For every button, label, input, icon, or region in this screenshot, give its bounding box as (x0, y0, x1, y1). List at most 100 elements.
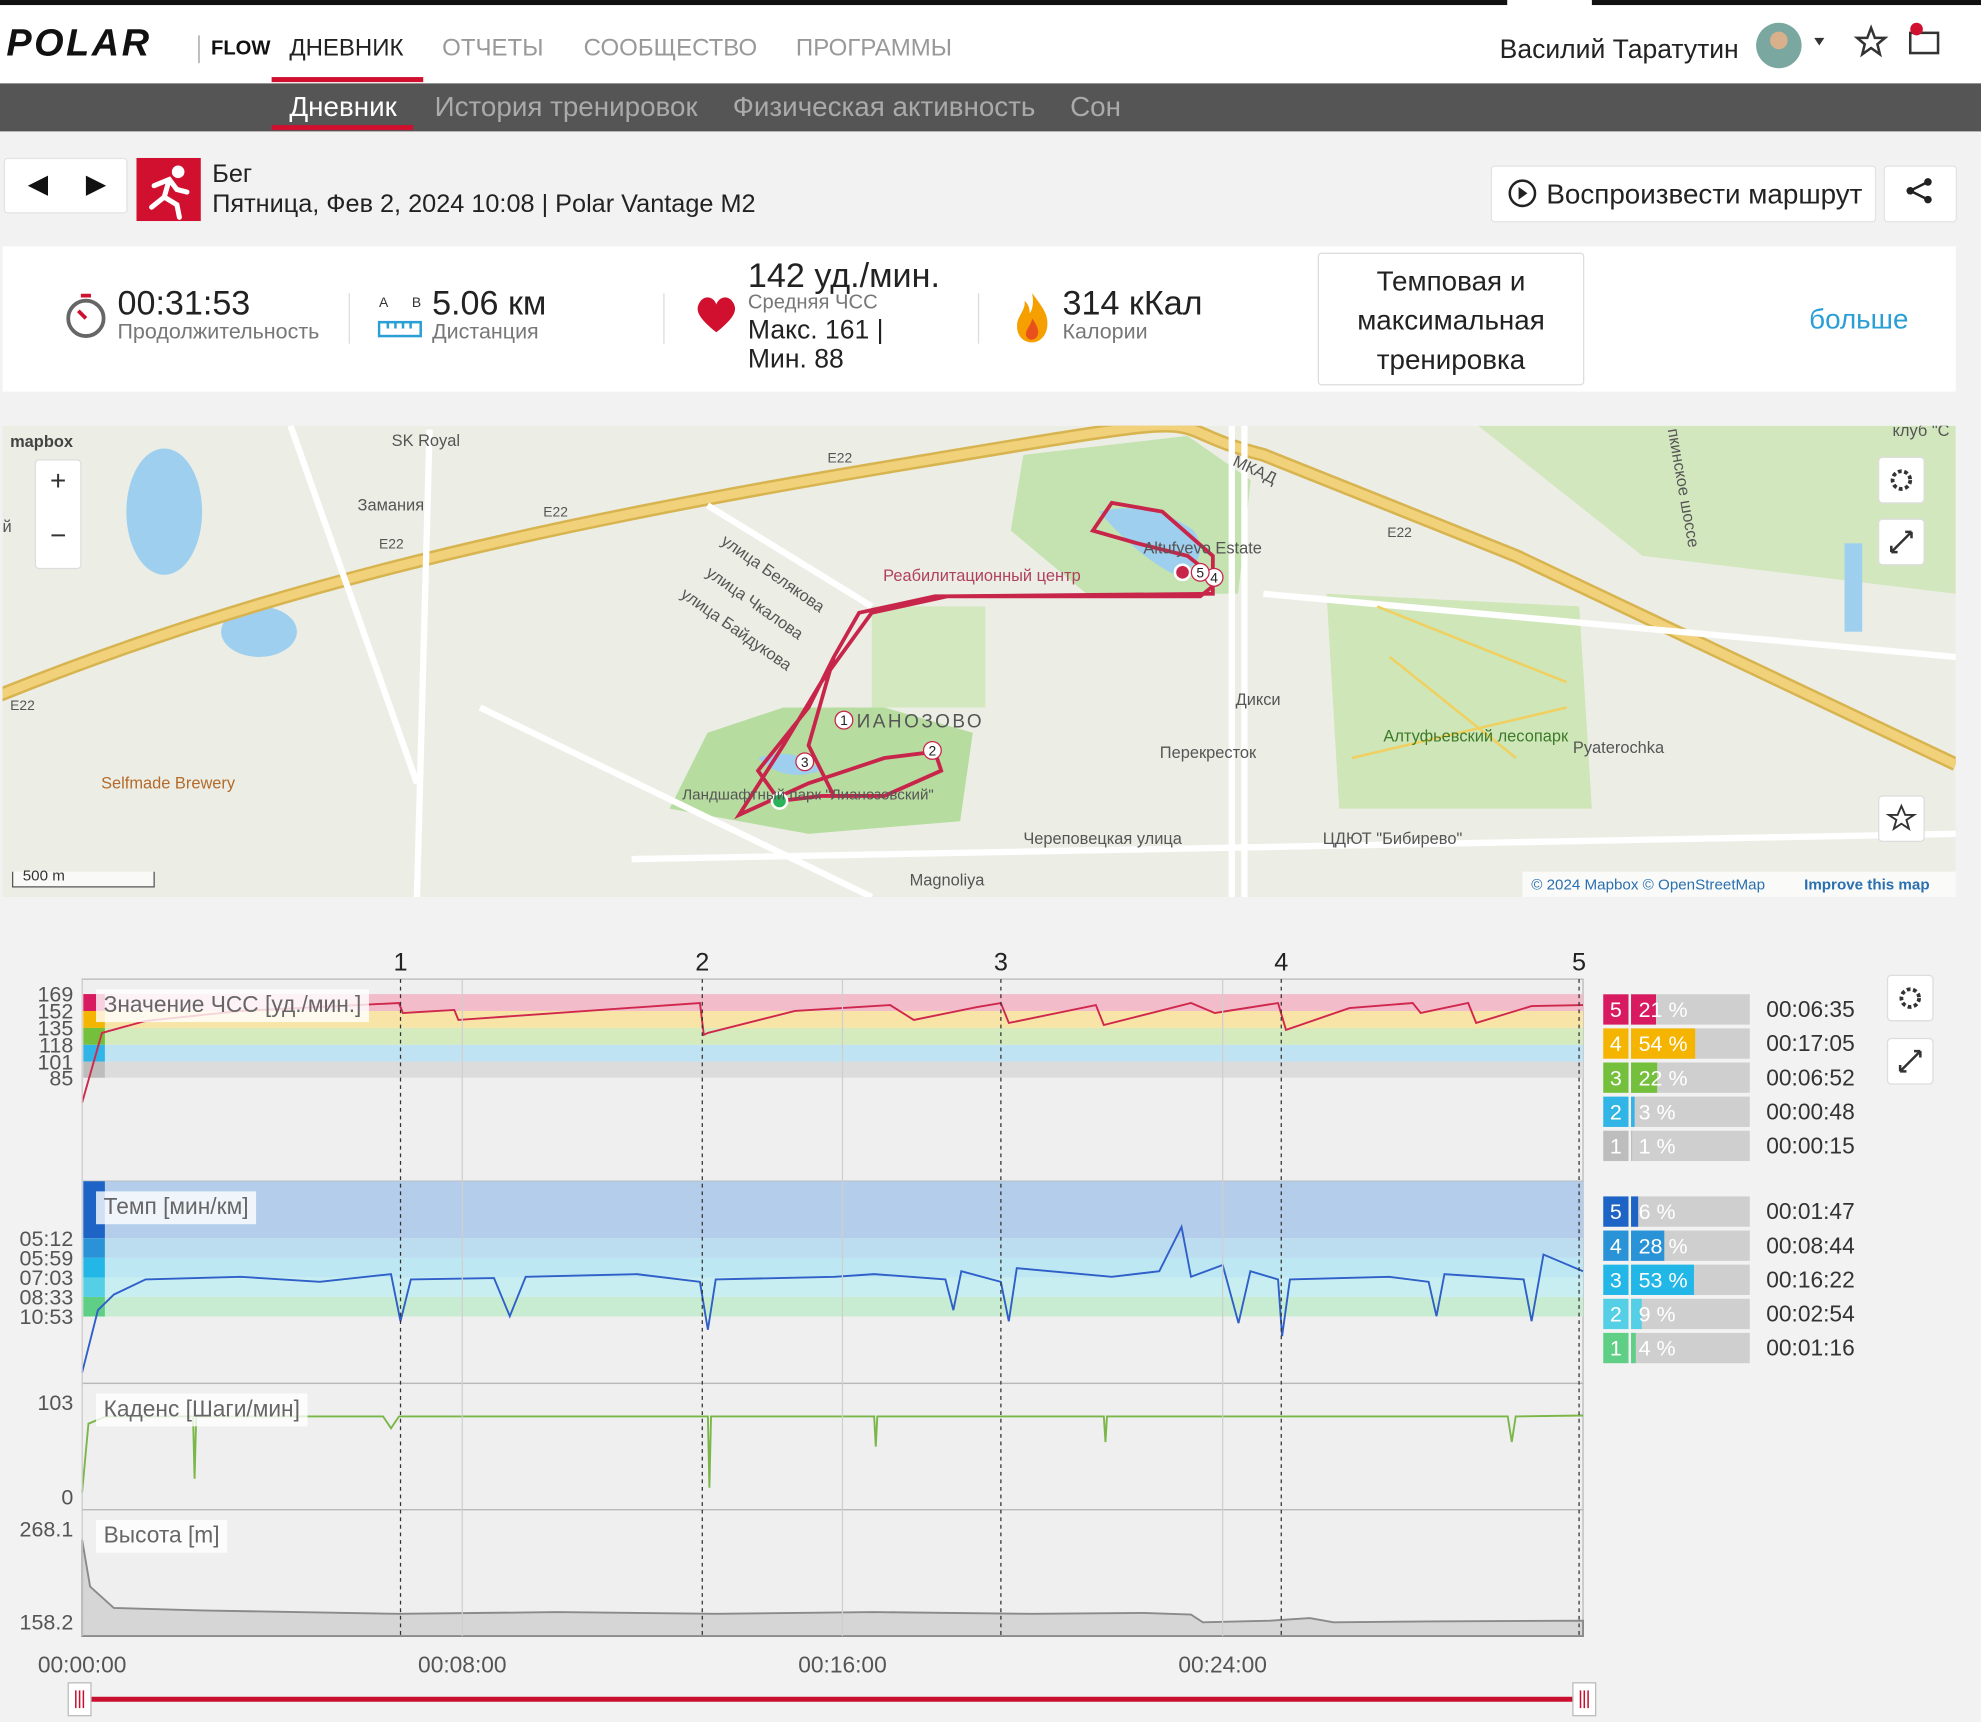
zone-percent: 6 % (1639, 1200, 1676, 1224)
next[interactable] (85, 175, 107, 196)
zone-bar-bg (1631, 1130, 1750, 1162)
separator (348, 293, 350, 344)
top-bar (0, 0, 1981, 84)
roads (287, 425, 1956, 898)
zoom-in[interactable]: + (50, 465, 66, 496)
avatar-face (1770, 31, 1788, 50)
zone-number: 2 (1610, 1303, 1622, 1327)
park (871, 606, 986, 708)
more-link[interactable]: больше (1809, 303, 1909, 335)
zoom-out[interactable]: − (50, 520, 66, 551)
y-tick-label: 118 (39, 1033, 73, 1057)
improve-map[interactable]: Improve this map (1804, 876, 1930, 893)
map-label: Перекресток (1160, 744, 1257, 762)
zone-number: 3 (1610, 1268, 1622, 1292)
map-label: Дикси (1236, 691, 1281, 709)
line (81, 1414, 1584, 1493)
separator (663, 293, 665, 344)
lap-marker (834, 710, 854, 730)
zone-time: 00:00:15 (1766, 1132, 1855, 1158)
share-button[interactable] (1883, 165, 1957, 223)
sub-nav-item[interactable]: Сон (1070, 90, 1121, 123)
zone-band (82, 1257, 1584, 1278)
zone-percent: 28 % (1639, 1234, 1688, 1258)
nav-item[interactable]: ПРОГРАММЫ (795, 35, 953, 62)
lap-marker (922, 740, 942, 760)
zone-percent: 4 % (1639, 1337, 1676, 1361)
logo[interactable]: POLAR (6, 22, 152, 65)
map-label: ИАНОЗОВО (857, 712, 985, 733)
zone-number: 5 (1610, 1200, 1622, 1224)
zone-key (83, 1061, 105, 1078)
zone-bar-bg (1631, 1332, 1750, 1364)
panel-title: Высота [m] (104, 1522, 220, 1548)
zone-number: 4 (1610, 1032, 1622, 1056)
zone-band (82, 994, 1584, 1011)
map-settings[interactable] (1878, 456, 1925, 504)
zone-number-bg (1603, 1298, 1629, 1330)
dropdown[interactable] (1814, 37, 1825, 46)
zone-band (82, 1181, 1584, 1239)
zone-key (83, 1044, 105, 1062)
zone-band (82, 1044, 1584, 1062)
notification-dot (1910, 22, 1923, 36)
zone-time: 00:16:22 (1766, 1266, 1855, 1292)
panel-title-bg (96, 989, 369, 1023)
attribution[interactable]: © 2024 Mapbox © OpenStreetMap (1531, 876, 1765, 893)
handle-grip (1579, 1690, 1589, 1709)
messages[interactable] (1908, 31, 1940, 55)
lap-marker-label: 5 (1196, 564, 1204, 580)
replay-button[interactable]: Воспроизвести маршрут (1490, 165, 1877, 223)
nav-item[interactable]: ОТЧЕТЫ (442, 35, 544, 62)
zone-time: 00:17:05 (1766, 1030, 1855, 1056)
zone-bar (1631, 1332, 1636, 1364)
zone-key (83, 1296, 105, 1317)
map-label: E22 (10, 697, 35, 713)
map-label: Altufyevo Estate (1143, 539, 1262, 557)
runner-head (171, 165, 185, 179)
map[interactable]: mapbox SK Royal Замания E22 E22 E22 E22 … (2, 425, 1956, 898)
nav-item[interactable]: СООБЩЕСТВО (583, 35, 758, 62)
duration-label: Продолжительность (117, 319, 320, 344)
zoom-control (34, 459, 82, 570)
prev[interactable] (27, 175, 49, 196)
user-name[interactable]: Василий Таратутин (1499, 35, 1739, 65)
lap-label: 1 (393, 948, 407, 976)
divider (198, 35, 200, 64)
map-label: E22 (543, 504, 568, 520)
y-tick-label: 07:03 (20, 1266, 74, 1290)
lap-marker-label: 2 (929, 743, 937, 759)
zone-bar (1631, 1264, 1694, 1295)
y-tick-label: 169 (37, 983, 73, 1007)
avg-hr: 142 уд./мин. (747, 256, 940, 295)
water (1844, 543, 1863, 632)
lap-label: 4 (1274, 948, 1288, 976)
favorites[interactable] (1853, 24, 1889, 58)
map-label: ЦДЮТ "Бибирево" (1323, 830, 1463, 848)
separator (977, 293, 980, 344)
sub-nav-item[interactable]: Дневник (289, 90, 397, 123)
y-tick-label: 268.1 (20, 1517, 74, 1541)
zone-bar-bg (1631, 1096, 1750, 1127)
avg-hr-label: Средняя ЧСС (747, 291, 878, 314)
zone-time: 00:00:48 (1766, 1098, 1855, 1124)
sub-nav-item[interactable]: История тренировок (434, 90, 698, 123)
zone-number: 1 (1610, 1337, 1622, 1361)
x-tick-label: 00:00:00 (38, 1652, 126, 1678)
panel-title: Значение ЧСС [уд./мин.] (104, 991, 362, 1017)
lap-marker-label: 4 (1210, 569, 1218, 585)
chart-settings[interactable] (1886, 974, 1934, 1022)
heart-icon (697, 297, 736, 333)
lap-marker-label: 1 (840, 712, 848, 728)
y-tick-label: 08:33 (20, 1286, 74, 1310)
zone-percent: 53 % (1639, 1268, 1688, 1292)
zone-percent: 54 % (1639, 1032, 1688, 1056)
zone-bar (1631, 1130, 1633, 1162)
sub-nav-active (271, 125, 414, 131)
zone-percent: 22 % (1639, 1066, 1688, 1090)
hr-range: Макс. 161 | Мин. 88 (747, 315, 884, 374)
sub-nav-item[interactable]: Физическая активность (732, 90, 1036, 123)
map-favorite[interactable] (1878, 795, 1925, 843)
nav-item[interactable]: ДНЕВНИК (289, 35, 404, 62)
